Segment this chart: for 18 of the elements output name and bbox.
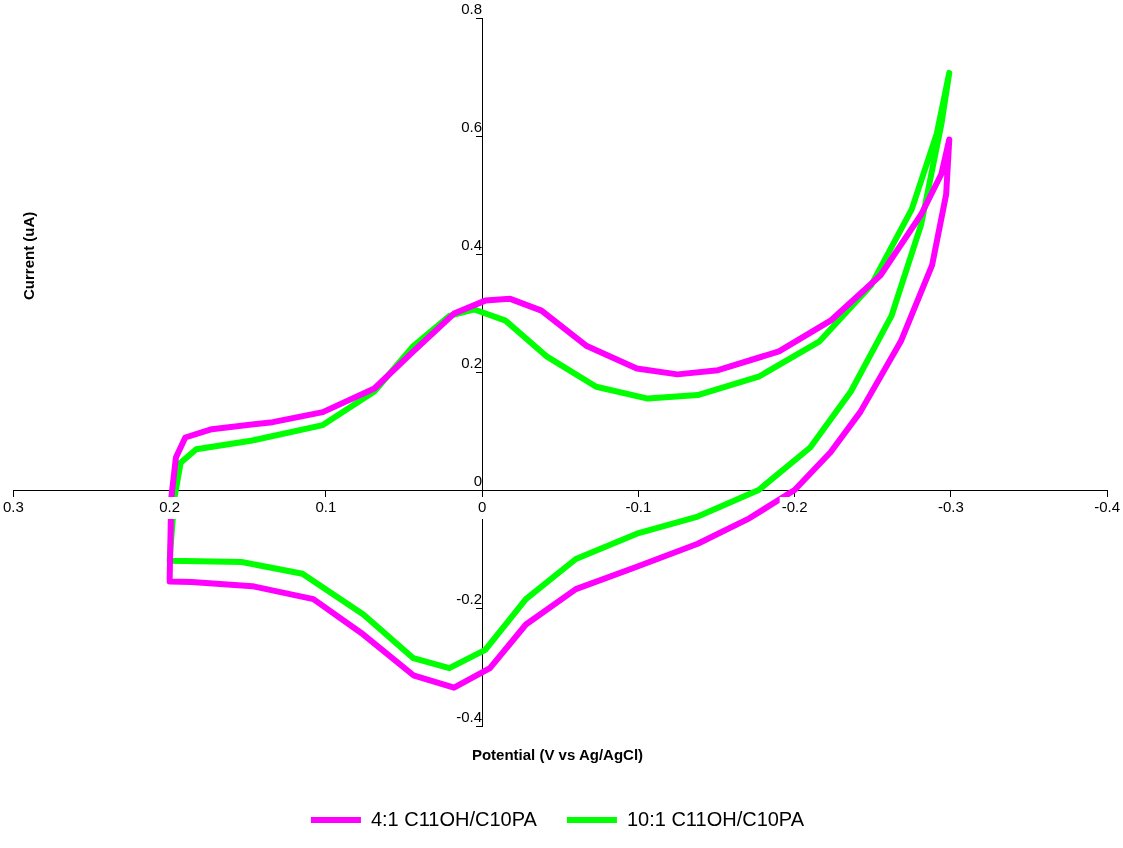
x-tick-label: -0.4 bbox=[1094, 498, 1121, 516]
x-tick-label: -0.3 bbox=[937, 498, 964, 516]
y-tick-label: -0.4 bbox=[456, 708, 483, 726]
y-tick-label: 0.6 bbox=[461, 118, 483, 136]
x-axis-title: Potential (V vs Ag/AgCl) bbox=[471, 745, 644, 763]
x-tick-label: -0.1 bbox=[625, 498, 652, 516]
legend-label: 10:1 C11OH/C10PA bbox=[626, 807, 805, 830]
y-axis-title: Current (uA) bbox=[20, 211, 37, 300]
x-tick-label: 0.3 bbox=[3, 498, 24, 516]
y-tick-label: 0.8 bbox=[461, 0, 483, 18]
x-tick-label: 0.1 bbox=[315, 498, 337, 516]
y-tick-label: 0.2 bbox=[461, 354, 483, 372]
y-tick-label: -0.2 bbox=[456, 590, 483, 608]
x-tick-label: 0.2 bbox=[159, 498, 181, 516]
y-tick-label: 0 bbox=[473, 472, 483, 490]
x-tick-label: -0.2 bbox=[781, 498, 808, 516]
legend-label: 4:1 C11OH/C10PA bbox=[370, 807, 538, 830]
y-tick-label: 0.4 bbox=[461, 236, 483, 254]
